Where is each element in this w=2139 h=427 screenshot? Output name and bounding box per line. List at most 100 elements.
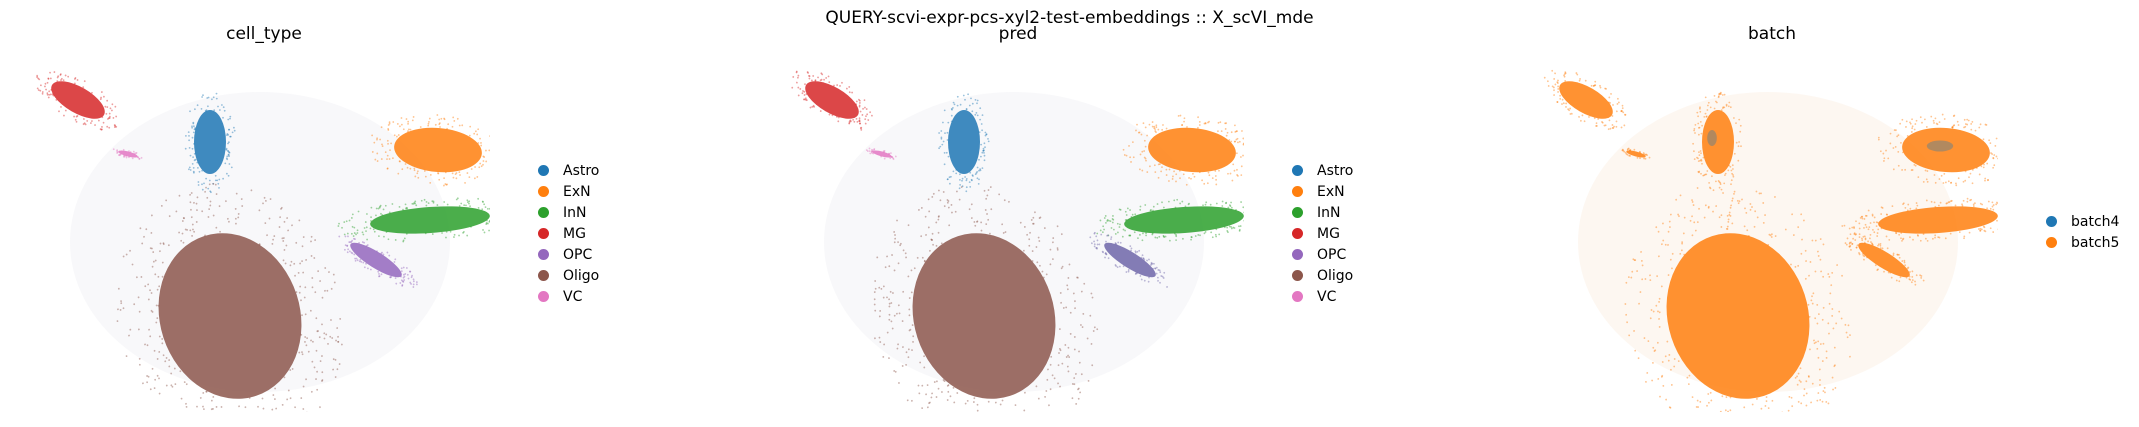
data-point xyxy=(1970,122,1973,125)
data-point xyxy=(1207,171,1210,174)
data-point xyxy=(1112,228,1115,231)
data-point xyxy=(886,296,888,299)
data-point xyxy=(795,70,798,73)
data-point xyxy=(1949,232,1952,235)
data-point xyxy=(1883,270,1885,273)
data-point xyxy=(190,192,193,194)
data-point xyxy=(1729,215,1732,217)
data-point xyxy=(1905,276,1908,279)
data-point xyxy=(1624,303,1627,305)
data-point xyxy=(1996,219,1998,222)
data-point xyxy=(862,107,864,110)
data-point xyxy=(983,154,986,157)
data-point xyxy=(1854,239,1857,241)
data-point xyxy=(119,309,122,311)
data-point xyxy=(374,158,377,161)
data-point xyxy=(1143,258,1146,261)
legend-label: InN xyxy=(1317,204,1341,221)
data-point xyxy=(1698,151,1700,153)
data-point xyxy=(1701,162,1703,165)
data-point xyxy=(1627,147,1630,150)
data-point xyxy=(874,309,877,312)
data-point xyxy=(310,240,312,243)
data-point xyxy=(1579,119,1582,122)
data-point xyxy=(1644,157,1647,160)
data-point xyxy=(848,121,851,124)
data-point xyxy=(1111,217,1114,220)
data-point xyxy=(106,99,109,102)
data-point xyxy=(416,170,419,173)
data-point xyxy=(1161,128,1164,131)
data-point xyxy=(333,281,336,284)
data-point xyxy=(357,210,360,213)
data-point xyxy=(1851,226,1854,229)
data-point xyxy=(1673,358,1676,360)
data-point xyxy=(214,179,217,182)
data-point xyxy=(1944,181,1947,184)
data-point xyxy=(1235,130,1238,133)
data-point xyxy=(1119,241,1122,244)
data-point xyxy=(1657,255,1660,258)
data-point xyxy=(388,211,391,214)
data-point xyxy=(1807,375,1810,378)
data-point xyxy=(443,184,445,187)
data-point xyxy=(423,170,426,172)
data-point xyxy=(1151,233,1154,236)
data-point xyxy=(1078,361,1081,364)
data-point xyxy=(347,248,350,251)
data-point xyxy=(453,120,456,122)
data-point xyxy=(75,120,78,123)
data-point xyxy=(1139,205,1142,208)
data-point xyxy=(931,196,934,198)
data-point xyxy=(359,258,362,261)
data-point xyxy=(1125,219,1128,221)
data-point xyxy=(188,135,190,137)
data-point xyxy=(222,116,224,119)
data-point xyxy=(184,147,187,150)
data-point xyxy=(956,104,959,107)
data-point xyxy=(1074,307,1076,310)
data-point xyxy=(1239,156,1242,158)
data-point xyxy=(355,233,357,236)
data-point xyxy=(935,221,938,224)
data-point xyxy=(1689,219,1692,222)
data-point xyxy=(871,151,873,154)
data-point xyxy=(1049,263,1052,266)
data-point xyxy=(937,215,940,218)
cluster-body xyxy=(1858,242,1910,278)
data-point xyxy=(1105,253,1108,256)
data-point xyxy=(1874,264,1877,267)
data-point xyxy=(1208,120,1210,123)
data-point xyxy=(1193,175,1196,178)
data-point xyxy=(64,109,67,112)
data-point xyxy=(1608,119,1611,122)
data-point xyxy=(1227,206,1230,209)
data-point xyxy=(1947,201,1950,204)
data-point xyxy=(1071,383,1074,385)
data-point xyxy=(1622,111,1625,114)
data-point xyxy=(1664,355,1667,358)
data-point xyxy=(1911,275,1914,278)
data-point xyxy=(1731,197,1734,200)
data-point xyxy=(1807,375,1810,377)
data-point xyxy=(1836,264,1839,266)
data-point xyxy=(1218,169,1220,172)
data-point xyxy=(863,99,866,102)
data-point xyxy=(230,166,233,169)
data-point xyxy=(948,176,951,179)
data-point xyxy=(1707,393,1710,395)
data-point xyxy=(302,271,305,274)
data-point xyxy=(477,197,480,200)
data-point xyxy=(849,120,852,123)
data-point xyxy=(1709,391,1712,394)
data-point xyxy=(224,162,227,165)
data-point xyxy=(235,222,237,225)
data-point xyxy=(300,397,303,399)
data-point xyxy=(473,177,476,180)
data-point xyxy=(1083,282,1086,285)
data-point xyxy=(1163,236,1166,239)
data-point xyxy=(865,108,868,110)
data-point xyxy=(386,251,389,254)
data-point xyxy=(185,405,188,408)
data-point xyxy=(1156,236,1159,239)
